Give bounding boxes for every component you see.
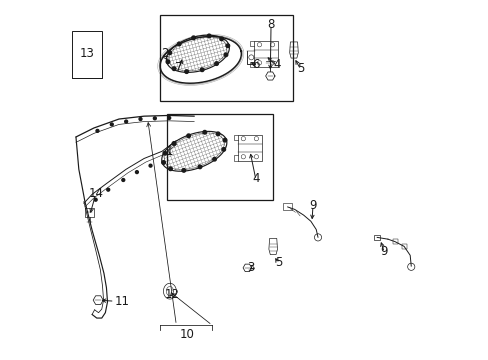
- Text: 9: 9: [308, 199, 316, 212]
- Text: 4: 4: [272, 58, 280, 71]
- Circle shape: [207, 34, 210, 38]
- Text: 6: 6: [252, 58, 260, 71]
- Bar: [401, 244, 406, 249]
- Circle shape: [168, 167, 172, 171]
- Circle shape: [186, 134, 190, 138]
- Circle shape: [172, 142, 176, 145]
- Text: 9: 9: [380, 245, 387, 258]
- Text: 2: 2: [161, 47, 168, 60]
- Circle shape: [184, 70, 188, 73]
- Text: 5: 5: [274, 256, 282, 269]
- Circle shape: [182, 168, 185, 172]
- Circle shape: [212, 157, 216, 161]
- Text: 11: 11: [115, 295, 129, 308]
- Circle shape: [166, 60, 169, 64]
- Circle shape: [167, 117, 170, 120]
- Circle shape: [191, 36, 195, 40]
- Circle shape: [149, 164, 152, 167]
- Circle shape: [225, 44, 229, 48]
- Circle shape: [106, 188, 109, 191]
- Text: 1: 1: [166, 145, 173, 158]
- Circle shape: [110, 123, 113, 126]
- Bar: [72, 31, 102, 78]
- Circle shape: [168, 51, 171, 54]
- Bar: [160, 15, 292, 101]
- Circle shape: [163, 152, 166, 155]
- Circle shape: [203, 130, 206, 134]
- Bar: [254, 41, 277, 67]
- Circle shape: [200, 68, 203, 72]
- Circle shape: [94, 198, 97, 201]
- Circle shape: [162, 161, 165, 164]
- Circle shape: [172, 67, 176, 71]
- Text: 7: 7: [175, 60, 183, 73]
- Circle shape: [153, 117, 156, 120]
- Circle shape: [124, 120, 127, 123]
- Circle shape: [139, 118, 142, 121]
- Bar: [373, 234, 379, 240]
- Circle shape: [224, 53, 227, 57]
- Circle shape: [96, 130, 99, 132]
- Circle shape: [223, 138, 226, 142]
- Text: 12: 12: [164, 288, 179, 301]
- Circle shape: [222, 148, 225, 151]
- Bar: [283, 203, 291, 211]
- Circle shape: [214, 62, 218, 66]
- Bar: [167, 114, 273, 200]
- Circle shape: [220, 37, 223, 41]
- Circle shape: [216, 132, 220, 136]
- Text: 14: 14: [88, 187, 103, 200]
- Circle shape: [122, 179, 124, 181]
- Text: 10: 10: [179, 328, 194, 341]
- Text: 8: 8: [267, 18, 275, 31]
- Text: 5: 5: [297, 62, 304, 75]
- Text: 13: 13: [79, 47, 94, 60]
- Text: 3: 3: [247, 261, 254, 274]
- Text: 4: 4: [252, 172, 260, 185]
- Circle shape: [177, 42, 181, 46]
- Bar: [238, 135, 261, 161]
- Circle shape: [198, 165, 202, 168]
- Circle shape: [135, 171, 138, 174]
- Bar: [392, 239, 397, 244]
